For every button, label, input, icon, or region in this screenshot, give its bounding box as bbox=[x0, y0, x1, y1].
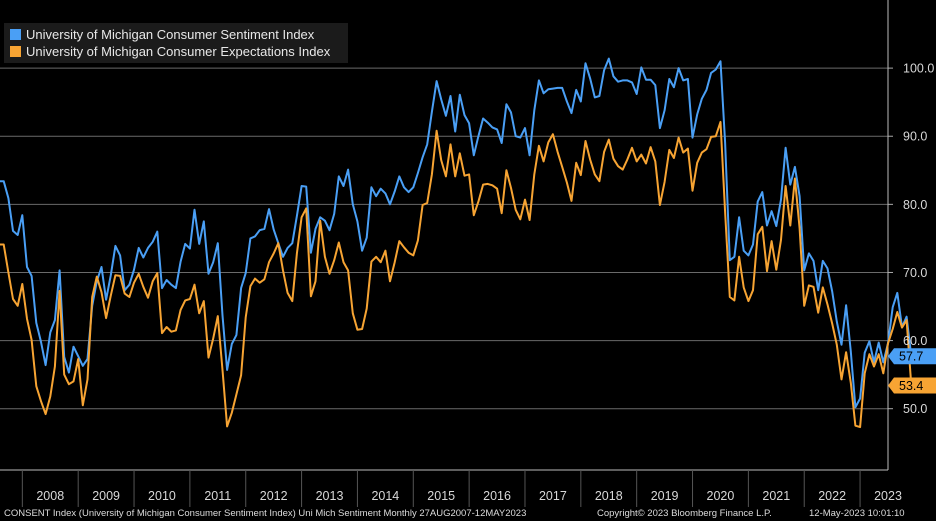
expectations-series-line bbox=[0, 120, 913, 429]
x-tick-label: 2008 bbox=[36, 489, 64, 503]
x-tick-label: 2012 bbox=[260, 489, 288, 503]
legend-item-expectations[interactable]: University of Michigan Consumer Expectat… bbox=[4, 43, 348, 60]
tick-labels: 50.0 60.0 70.0 80.0 90.0 100.0 2008 2009 2010 201… bbox=[36, 62, 934, 503]
series-lines bbox=[0, 57, 913, 429]
axes bbox=[0, 0, 893, 507]
footer-timestamp: 12-May-2023 10:01:10 bbox=[809, 508, 905, 519]
x-tick-label: 2014 bbox=[371, 489, 399, 503]
legend-item-sentiment[interactable]: University of Michigan Consumer Sentimen… bbox=[4, 26, 348, 43]
x-tick-label: 2018 bbox=[595, 489, 623, 503]
footer-security-description: CONSENT Index (University of Michigan Co… bbox=[4, 508, 527, 519]
legend-label-expectations: University of Michigan Consumer Expectat… bbox=[26, 44, 331, 59]
x-tick-label: 2015 bbox=[427, 489, 455, 503]
y-tick-label: 50.0 bbox=[903, 402, 927, 416]
sentiment-swatch-icon bbox=[10, 29, 21, 40]
y-tick-label: 90.0 bbox=[903, 130, 927, 144]
sentiment-series-line bbox=[0, 57, 913, 409]
x-tick-label: 2020 bbox=[707, 489, 735, 503]
last-value-label: 53.4 bbox=[899, 379, 923, 393]
x-tick-label: 2010 bbox=[148, 489, 176, 503]
y-tick-label: 80.0 bbox=[903, 198, 927, 212]
legend: University of Michigan Consumer Sentimen… bbox=[4, 23, 348, 63]
last-value-box bbox=[888, 377, 936, 394]
x-tick-label: 2017 bbox=[539, 489, 567, 503]
x-tick-label: 2023 bbox=[874, 489, 902, 503]
footer: CONSENT Index (University of Michigan Co… bbox=[0, 507, 936, 521]
x-tick-label: 2011 bbox=[204, 489, 231, 503]
sentiment-last-value: 57.7 bbox=[888, 348, 936, 365]
last-value-boxes: 57.7 53.4 bbox=[888, 348, 936, 394]
x-tick-label: 2019 bbox=[651, 489, 679, 503]
expectations-swatch-icon bbox=[10, 46, 21, 57]
x-tick-label: 2022 bbox=[818, 489, 846, 503]
y-tick-label: 100.0 bbox=[903, 62, 934, 76]
x-tick-label: 2016 bbox=[483, 489, 511, 503]
y-tick-label: 70.0 bbox=[903, 266, 927, 280]
legend-label-sentiment: University of Michigan Consumer Sentimen… bbox=[26, 27, 315, 42]
footer-copyright: Copyright© 2023 Bloomberg Finance L.P. bbox=[597, 508, 772, 519]
expectations-last-value: 53.4 bbox=[888, 377, 936, 394]
last-value-label: 57.7 bbox=[899, 350, 923, 364]
last-value-box bbox=[888, 348, 936, 365]
gridlines bbox=[0, 67, 888, 410]
x-tick-label: 2021 bbox=[762, 489, 790, 503]
y-tick-label: 60.0 bbox=[903, 334, 927, 348]
x-tick-label: 2013 bbox=[316, 489, 344, 503]
x-tick-label: 2009 bbox=[92, 489, 120, 503]
